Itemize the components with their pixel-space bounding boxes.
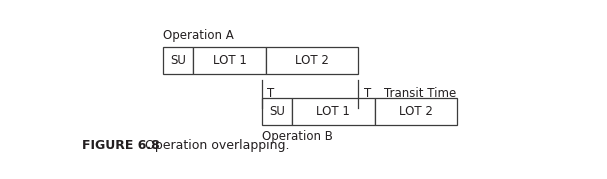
Bar: [194, 47, 266, 74]
Bar: [375, 98, 457, 125]
Text: Operation overlapping.: Operation overlapping.: [137, 139, 290, 153]
Text: LOT 1: LOT 1: [213, 54, 247, 67]
Text: Transit Time: Transit Time: [384, 87, 456, 100]
Text: Operation A: Operation A: [163, 29, 234, 42]
Text: Operation B: Operation B: [262, 130, 333, 143]
Text: LOT 1: LOT 1: [316, 105, 350, 118]
Text: LOT 2: LOT 2: [296, 54, 329, 67]
Text: T: T: [267, 87, 274, 100]
Bar: [163, 47, 194, 74]
Text: SU: SU: [170, 54, 186, 67]
Text: LOT 2: LOT 2: [399, 105, 433, 118]
Bar: [262, 98, 293, 125]
Bar: [266, 47, 358, 74]
Text: SU: SU: [269, 105, 285, 118]
Text: T: T: [364, 87, 371, 100]
Bar: [293, 98, 375, 125]
Text: FIGURE 6.8: FIGURE 6.8: [81, 139, 159, 153]
